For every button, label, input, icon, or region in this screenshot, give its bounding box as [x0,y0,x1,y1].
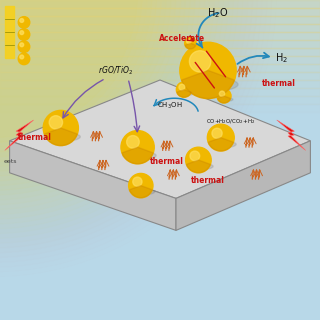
Circle shape [129,173,153,198]
Bar [0,128,320,136]
Bar [0,48,320,56]
Circle shape [0,0,147,147]
Bar [0,8,320,16]
Bar [0,80,320,88]
Circle shape [179,84,185,90]
Polygon shape [10,80,310,198]
Wedge shape [129,186,152,198]
Text: H$_2$O: H$_2$O [207,6,228,20]
Polygon shape [5,120,34,150]
Polygon shape [10,141,176,230]
Wedge shape [185,43,196,49]
Bar [0,64,320,72]
Text: eets: eets [3,159,17,164]
Bar [0,16,320,24]
Circle shape [186,147,211,173]
Bar [0,96,320,104]
Wedge shape [177,90,191,97]
Bar [0,136,320,144]
Ellipse shape [178,92,194,95]
Circle shape [176,82,192,97]
Ellipse shape [209,141,236,148]
Circle shape [20,31,24,35]
Polygon shape [176,141,310,230]
Bar [0,0,320,8]
Bar [0,88,320,96]
Circle shape [20,55,24,59]
Ellipse shape [187,44,198,47]
Bar [0,120,320,128]
Circle shape [219,91,225,96]
Wedge shape [186,160,211,173]
Wedge shape [44,128,77,146]
Circle shape [0,0,152,152]
Bar [0,56,320,64]
Circle shape [49,116,63,129]
Bar [0,24,320,32]
Bar [0,72,320,80]
Ellipse shape [123,151,156,160]
Text: rGO/TiO$_2$: rGO/TiO$_2$ [98,64,133,77]
Circle shape [20,43,24,47]
Circle shape [121,131,154,164]
Bar [0,104,320,112]
Wedge shape [122,147,153,164]
Circle shape [20,19,24,22]
Circle shape [0,0,138,138]
Bar [0,40,320,48]
Ellipse shape [188,163,213,170]
Text: CO+H$_2$O/CO$_2$+H$_2$: CO+H$_2$O/CO$_2$+H$_2$ [206,117,255,126]
Bar [0,112,320,120]
Ellipse shape [45,132,80,141]
Circle shape [189,51,211,72]
Bar [5,6,14,58]
Circle shape [43,110,78,146]
Circle shape [190,151,200,161]
Circle shape [0,0,162,162]
Circle shape [0,0,157,157]
Text: thermal: thermal [191,176,225,185]
Bar [0,32,320,40]
Wedge shape [208,138,233,151]
Wedge shape [217,96,231,103]
Text: Accelerate: Accelerate [159,34,205,43]
Circle shape [133,177,142,186]
Circle shape [187,39,191,44]
Circle shape [18,17,30,28]
Polygon shape [277,120,306,150]
Bar [0,144,320,152]
Circle shape [0,0,142,142]
Bar [0,152,320,160]
Circle shape [18,53,30,65]
Ellipse shape [131,189,155,195]
Circle shape [212,128,222,139]
Circle shape [185,37,196,49]
Ellipse shape [219,98,233,101]
Circle shape [127,136,139,148]
Circle shape [207,124,234,151]
Text: thermal: thermal [149,157,183,166]
Wedge shape [181,70,235,99]
Circle shape [18,29,30,40]
Text: thermal: thermal [18,133,52,142]
Text: H$_2$: H$_2$ [275,51,288,65]
Text: CH$_3$OH: CH$_3$OH [157,100,182,111]
Circle shape [18,41,30,52]
Circle shape [180,42,236,99]
Text: thermal: thermal [261,79,295,88]
Circle shape [217,89,231,103]
Ellipse shape [182,77,238,92]
